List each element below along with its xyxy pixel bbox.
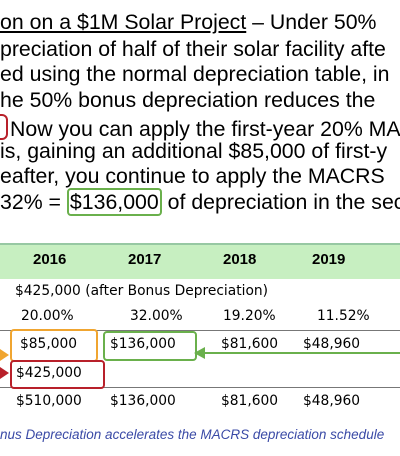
- macrs-2018: $81,600: [221, 336, 279, 352]
- rate-2019: 11.52%: [317, 308, 370, 324]
- total-2019: $48,960: [303, 393, 361, 409]
- bonus-2016: $425,000: [16, 365, 82, 381]
- rate-2017: 32.00%: [130, 308, 183, 324]
- heading-underlined-text: on on a $1M Solar Project: [0, 10, 247, 34]
- green-arrow-head-icon: [194, 347, 205, 359]
- year-header-2016: 2016: [33, 251, 67, 268]
- green-arrow-line: [204, 352, 400, 354]
- paragraph-line-7: eafter, you continue to apply the MACRS: [0, 164, 385, 188]
- highlighted-amount-136000: $136,000: [66, 188, 162, 216]
- year-header-2019: 2019: [312, 251, 346, 268]
- rule-above-macrs: [0, 330, 400, 331]
- year-header-row: [0, 243, 400, 279]
- paragraph-line-2: preciation of half of their solar facili…: [0, 37, 386, 61]
- rule-above-total: [0, 387, 400, 388]
- paragraph-line-8: 32% = $136,000 of depreciation in the se…: [0, 188, 400, 216]
- year-header-2018: 2018: [223, 251, 257, 268]
- macrs-2019: $48,960: [303, 336, 361, 352]
- paragraph-line-4: he 50% bonus depreciation reduces the: [0, 88, 376, 112]
- orange-highlight-box: [10, 329, 98, 362]
- macrs-2016: $85,000: [20, 336, 78, 352]
- macrs-2017: $136,000: [110, 336, 176, 352]
- rate-2016: 20.00%: [21, 308, 74, 324]
- red-bracket-marker: [0, 114, 8, 140]
- red-highlight-box: [10, 360, 105, 389]
- basis-after-bonus-label: $425,000 (after Bonus Depreciation): [15, 283, 269, 299]
- paragraph-line-5: Now you can apply the first-year 20% MA: [0, 114, 400, 141]
- total-2017: $136,000: [110, 393, 176, 409]
- table-caption: nus Depreciation accelerates the MACRS d…: [0, 427, 385, 442]
- red-arrow-tip-icon: [0, 367, 9, 379]
- green-highlight-box: [103, 331, 197, 361]
- total-2018: $81,600: [221, 393, 279, 409]
- depreciation-table: 2016 2017 2018 2019 $425,000 (after Bonu…: [0, 235, 400, 421]
- paragraph-line-3: ed using the normal depreciation table, …: [0, 62, 390, 86]
- total-2016: $510,000: [16, 393, 82, 409]
- orange-arrow-tip-icon: [0, 349, 9, 361]
- paragraph-line-1: on on a $1M Solar Project – Under 50%: [0, 10, 377, 34]
- paragraph-line-6: is, gaining an additional $85,000 of fir…: [0, 139, 388, 163]
- year-header-2017: 2017: [128, 251, 162, 268]
- rate-2018: 19.20%: [223, 308, 276, 324]
